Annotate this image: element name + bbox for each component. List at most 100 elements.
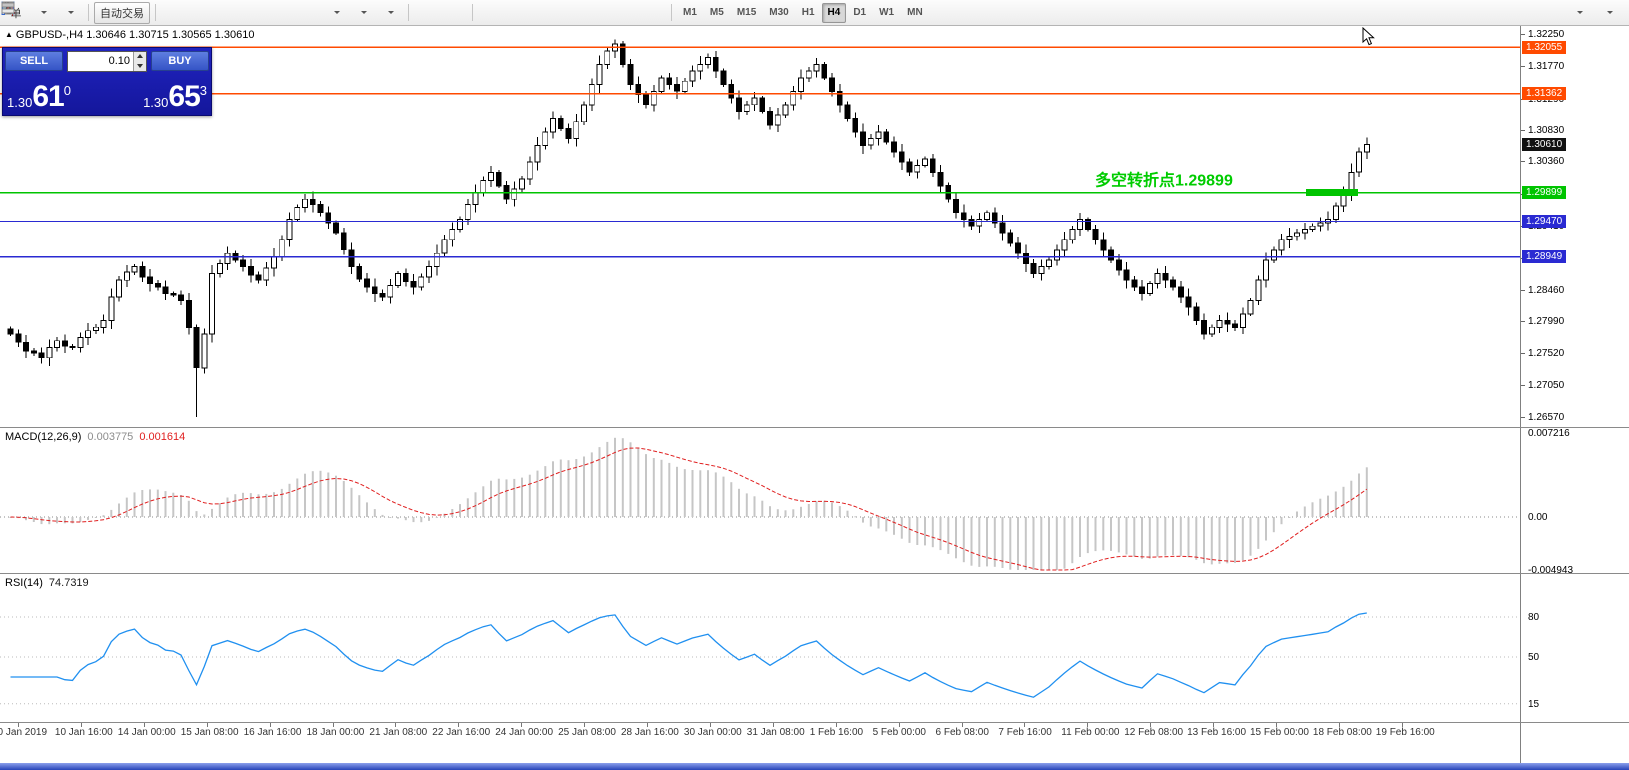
axis-tick <box>1521 321 1525 322</box>
bottom-scrollbar[interactable] <box>0 763 1629 770</box>
panel-separator[interactable] <box>0 427 1629 428</box>
time-axis-label: 19 Feb 16:00 <box>1375 727 1435 738</box>
time-axis-label: 24 Jan 00:00 <box>495 727 554 738</box>
candlestick-icon[interactable] <box>2 2 214 24</box>
timeframe-button-m15[interactable]: M15 <box>736 7 757 18</box>
dropdown-caret-icon[interactable] <box>388 11 394 14</box>
panel-separator[interactable] <box>0 573 1629 574</box>
new-chart-icon[interactable] <box>1 2 56 24</box>
macd-panel[interactable]: MACD(12,26,9) 0.003775 0.001614 <box>0 428 1520 573</box>
rsi-chart[interactable] <box>0 574 1520 722</box>
dropdown-caret-icon[interactable] <box>68 11 74 14</box>
one-click-toggle[interactable]: ▲ <box>5 30 13 39</box>
candlestick-chart[interactable]: 多空转折点1.29899 <box>0 26 1520 427</box>
time-axis-tick <box>1276 723 1277 727</box>
shapes-icon[interactable] <box>1 2 585 24</box>
macd-title: MACD(12,26,9) <box>5 431 82 443</box>
symbol-ohlc-text: GBPUSD-,H4 1.30646 1.30715 1.30565 1.306… <box>15 29 255 41</box>
time-axis-label: 10 Jan 16:00 <box>54 727 113 738</box>
time-axis-tick <box>961 723 963 727</box>
autotrading-button[interactable]: 自动交易 <box>4 1 150 24</box>
sell-button[interactable]: SELL <box>5 51 63 71</box>
macd-axis-label: -0.004943 <box>1528 565 1574 576</box>
price-axis[interactable]: 1.322501.317701.312901.308301.303601.298… <box>1520 26 1629 770</box>
time-axis-label: 6 Feb 08:00 <box>935 727 989 738</box>
arrows-icon[interactable] <box>2 2 639 24</box>
bid-price-sup: 0 <box>63 83 71 98</box>
dropdown-caret-icon[interactable] <box>334 11 340 14</box>
timeframe-button-m30[interactable]: M30 <box>769 7 789 18</box>
volume-up-arrow[interactable] <box>134 51 146 61</box>
time-axis-label: 30 Jan 00:00 <box>683 727 742 738</box>
time-axis-tick <box>332 723 334 727</box>
trendline-icon[interactable] <box>1 2 531 24</box>
rsi-title: RSI(14) <box>5 577 43 589</box>
rsi-value: 74.7319 <box>48 577 89 589</box>
time-axis-label: 31 Jan 08:00 <box>746 727 805 738</box>
dropdown-caret-icon[interactable] <box>1607 11 1613 14</box>
line-chart-icon[interactable] <box>1 2 241 24</box>
horizontal-line-icon[interactable] <box>2 2 504 24</box>
price-chart-panel[interactable]: 多空转折点1.29899 ▲ GBPUSD-,H4 1.30646 1.3071… <box>0 26 1520 427</box>
macd-axis-label: 0.00 <box>1528 512 1548 523</box>
zoom-in-icon[interactable] <box>2 2 268 24</box>
cursor-icon[interactable] <box>5 2 440 24</box>
time-axis-tick <box>835 723 837 727</box>
periods-icon[interactable] <box>2 2 376 24</box>
time-axis-tick <box>395 723 397 727</box>
ask-price: 1.30 65 3 <box>107 82 209 112</box>
volume-spinner[interactable] <box>133 51 146 71</box>
time-axis-tick <box>772 723 774 727</box>
time-axis-label: 10 Jan 2019 <box>0 727 48 738</box>
timeframe-button-m1[interactable]: M1 <box>683 7 697 18</box>
toolbar-overflow-icon[interactable] <box>1 2 1622 24</box>
bar-chart-icon[interactable] <box>2 2 187 24</box>
volume-down-arrow[interactable] <box>134 61 146 71</box>
toolbar-separator <box>671 4 672 21</box>
time-axis-label: 18 Jan 00:00 <box>306 727 365 738</box>
dropdown-caret-icon[interactable] <box>41 11 47 14</box>
tile-windows-icon[interactable] <box>1 1 322 24</box>
zoom-out-icon[interactable] <box>2 2 295 24</box>
current-price-tag: 1.30610 <box>1522 138 1567 151</box>
indicators-icon[interactable] <box>1 2 349 24</box>
text-icon[interactable]: A <box>4 2 612 24</box>
macd-main-value: 0.003775 <box>87 431 134 443</box>
ellipse-icon[interactable] <box>2 2 666 24</box>
axis-tick <box>1521 66 1525 67</box>
timeframe-button-m5[interactable]: M5 <box>709 7 724 18</box>
time-axis-tick <box>1338 723 1340 727</box>
time-axis-tick <box>584 723 586 727</box>
timeframe-button-w1[interactable]: W1 <box>879 7 895 18</box>
time-axis-label: 28 Jan 16:00 <box>621 727 679 738</box>
toolbar-separator <box>88 4 89 21</box>
dropdown-caret-icon[interactable] <box>1577 11 1583 14</box>
macd-signal-line <box>10 447 1368 571</box>
dropdown-caret-icon[interactable] <box>361 11 367 14</box>
timeframe-button-h4[interactable]: H4 <box>821 2 847 23</box>
axis-tick <box>1521 130 1525 131</box>
buy-button[interactable]: BUY <box>151 51 209 71</box>
crosshair-icon[interactable] <box>2 2 467 24</box>
time-axis-tick <box>80 723 82 727</box>
templates-icon[interactable] <box>2 1 403 24</box>
price-axis-label: 1.32250 <box>1528 29 1565 40</box>
volume-control[interactable]: 0.10 <box>67 50 147 72</box>
timeframe-button-mn[interactable]: MN <box>907 7 923 18</box>
rsi-panel[interactable]: RSI(14) 74.7319 <box>0 574 1520 722</box>
time-axis-label: 14 Jan 00:00 <box>117 727 176 738</box>
level-price-tag: 1.31362 <box>1522 87 1567 100</box>
annotation-text: 多空转折点1.29899 <box>1095 171 1233 190</box>
fibonacci-icon[interactable]: f <box>2 2 558 24</box>
volume-value[interactable]: 0.10 <box>108 55 130 67</box>
timeframe-button-h1[interactable]: H1 <box>801 7 815 18</box>
timeframe-button-d1[interactable]: D1 <box>853 7 867 18</box>
profiles-icon[interactable] <box>1 2 83 24</box>
time-axis-tick <box>647 723 648 727</box>
time-axis[interactable]: 10 Jan 2019 10 Jan 16:00 14 Jan 00:00 15 Ja… <box>0 723 1520 742</box>
axis-tick <box>1521 385 1525 386</box>
level-price-tag: 1.29470 <box>1522 215 1567 228</box>
macd-chart[interactable] <box>0 428 1520 573</box>
time-axis-tick <box>709 723 711 727</box>
toolbar-overflow-icon[interactable] <box>1 2 1592 24</box>
